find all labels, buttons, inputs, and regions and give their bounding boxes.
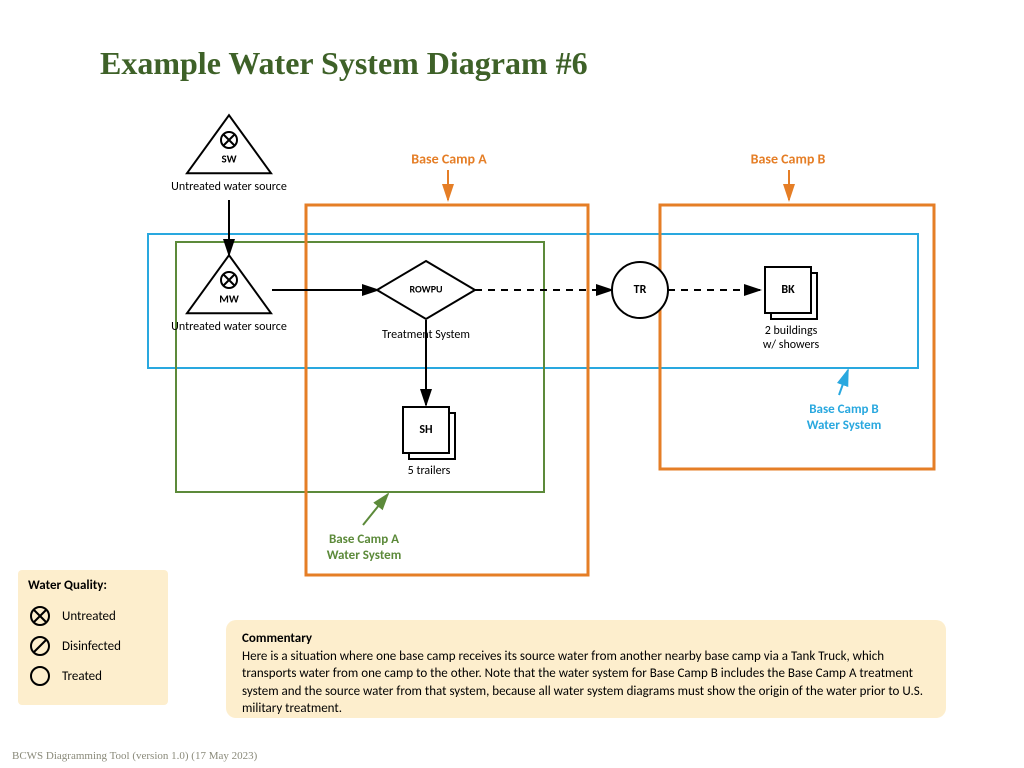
svg-text:2 buildings: 2 buildings <box>765 324 818 338</box>
legend-panel: Water Quality: Untreated Disinfected Treat… <box>18 570 168 705</box>
svg-text:BK: BK <box>781 283 795 297</box>
legend-untreated-icon <box>28 604 52 628</box>
legend-treated-icon <box>28 664 52 688</box>
svg-text:SW: SW <box>221 153 236 166</box>
svg-text:Water System: Water System <box>327 548 402 563</box>
frame-orange_a <box>306 205 588 575</box>
legend-row-treated: Treated <box>28 661 158 691</box>
legend-title: Water Quality: <box>28 578 158 593</box>
svg-text:Untreated water source: Untreated water source <box>171 180 287 194</box>
svg-text:SH: SH <box>419 423 432 437</box>
callout-arrow <box>363 494 388 525</box>
legend-label: Disinfected <box>62 639 121 654</box>
legend-row-disinfected: Disinfected <box>28 631 158 661</box>
svg-text:w/ showers: w/ showers <box>763 338 820 352</box>
commentary-panel: Commentary Here is a situation where one… <box>226 620 946 718</box>
svg-text:Untreated water source: Untreated water source <box>171 320 287 334</box>
svg-text:5 trailers: 5 trailers <box>408 464 451 478</box>
legend-label: Treated <box>62 669 102 684</box>
svg-text:Water System: Water System <box>807 418 882 433</box>
footer-text: BCWS Diagramming Tool (version 1.0) (17 … <box>12 750 257 762</box>
svg-text:Treatment System: Treatment System <box>382 328 470 342</box>
commentary-body: Here is a situation where one base camp … <box>242 649 923 717</box>
callout-arrow <box>839 370 848 395</box>
svg-text:Base Camp B: Base Camp B <box>751 150 826 167</box>
svg-text:ROWPU: ROWPU <box>409 282 442 295</box>
svg-text:TR: TR <box>634 283 647 297</box>
legend-row-untreated: Untreated <box>28 601 158 631</box>
svg-text:Base Camp A: Base Camp A <box>411 150 487 167</box>
page: Example Water System Diagram #6 Base Cam… <box>0 0 1024 768</box>
legend-label: Untreated <box>62 609 116 624</box>
svg-text:Base Camp B: Base Camp B <box>809 402 878 417</box>
svg-text:MW: MW <box>219 293 239 306</box>
commentary-title: Commentary <box>242 631 312 646</box>
legend-disinfected-icon <box>28 634 52 658</box>
svg-text:Base Camp A: Base Camp A <box>329 532 399 547</box>
